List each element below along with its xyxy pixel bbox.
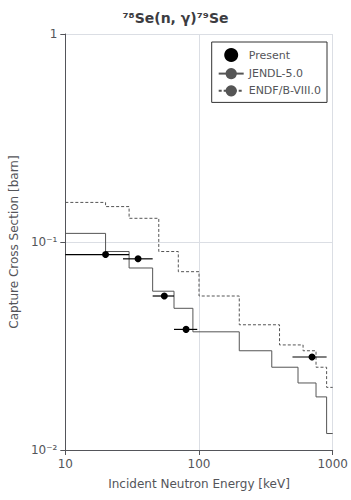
svg-text:Present: Present [249,49,291,62]
svg-text:1000: 1000 [317,457,348,471]
svg-text:10: 10 [58,457,73,471]
svg-text:Incident Neutron Energy [keV]: Incident Neutron Energy [keV] [108,477,290,491]
svg-text:10⁻¹: 10⁻¹ [31,235,58,249]
svg-text:Capture Cross Section [barn]: Capture Cross Section [barn] [7,155,21,328]
svg-text:JENDL-5.0: JENDL-5.0 [248,67,303,80]
svg-text:1: 1 [50,27,58,41]
svg-text:⁷⁸Se(n, γ)⁷⁹Se: ⁷⁸Se(n, γ)⁷⁹Se [122,10,228,26]
svg-text:10⁻²: 10⁻² [31,443,58,457]
svg-text:ENDF/B-VIII.0: ENDF/B-VIII.0 [249,84,321,97]
svg-text:100: 100 [188,457,211,471]
